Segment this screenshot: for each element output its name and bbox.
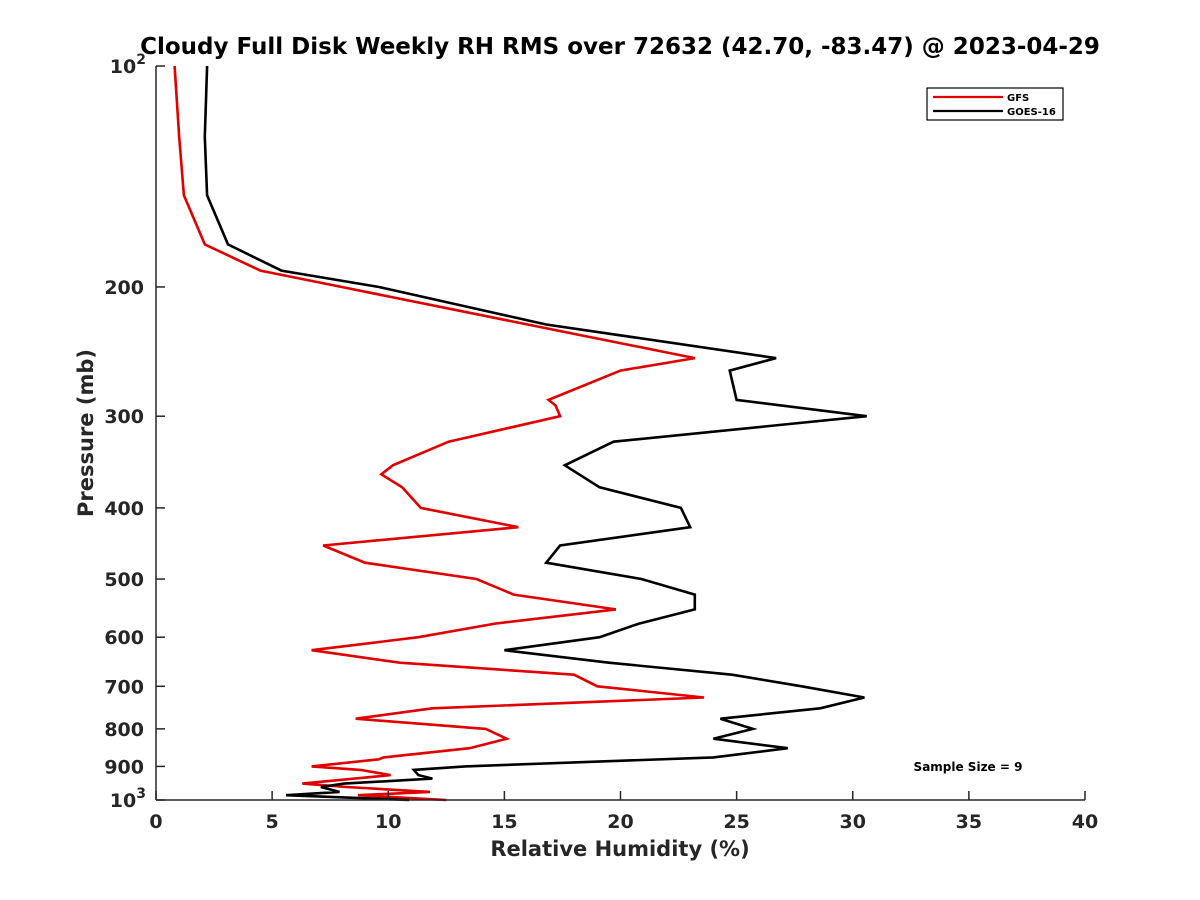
legend-label-goes16: GOES-16	[1007, 107, 1056, 118]
series-line-gfs	[173, 65, 705, 802]
y-tick-label: 500	[104, 569, 144, 591]
chart-title: Cloudy Full Disk Weekly RH RMS over 7263…	[140, 34, 1100, 60]
y-tick-label: 700	[104, 676, 144, 698]
y-tick-label-exponent: 2	[136, 52, 146, 68]
y-tick-label: 103	[110, 786, 146, 812]
sample-size-annotation: Sample Size = 9	[914, 760, 1023, 774]
y-tick-label: 600	[104, 627, 144, 649]
x-tick-label: 25	[723, 811, 749, 833]
y-tick-label-base: 10	[110, 790, 136, 812]
y-tick-label-base: 10	[110, 56, 136, 78]
y-tick-label: 200	[104, 277, 144, 299]
x-tick-label: 10	[375, 811, 401, 833]
y-tick-label: 300	[104, 406, 144, 428]
x-tick-label: 5	[266, 811, 279, 833]
y-tick-label: 400	[104, 498, 144, 520]
legend: GFS GOES-16	[926, 87, 1064, 121]
legend-box	[926, 87, 1064, 121]
y-tick-label: 800	[104, 719, 144, 741]
legend-label-gfs: GFS	[1007, 93, 1029, 104]
y-tick-label: 900	[104, 756, 144, 778]
series-line-goes16	[203, 65, 867, 802]
x-tick-label: 20	[607, 811, 633, 833]
x-tick-label: 35	[956, 811, 982, 833]
x-tick-label: 40	[1072, 811, 1098, 833]
x-ticks: 0 5 10 15 20 25 30 35 40	[149, 791, 1098, 833]
x-axis-label: Relative Humidity (%)	[490, 837, 749, 861]
y-axis-label: Pressure (mb)	[74, 349, 98, 517]
x-tick-label: 30	[840, 811, 866, 833]
y-tick-label: 102	[110, 52, 146, 78]
x-tick-label: 15	[491, 811, 517, 833]
y-tick-label-exponent: 3	[136, 786, 146, 802]
x-tick-label: 0	[149, 811, 162, 833]
series-layer	[173, 65, 867, 802]
